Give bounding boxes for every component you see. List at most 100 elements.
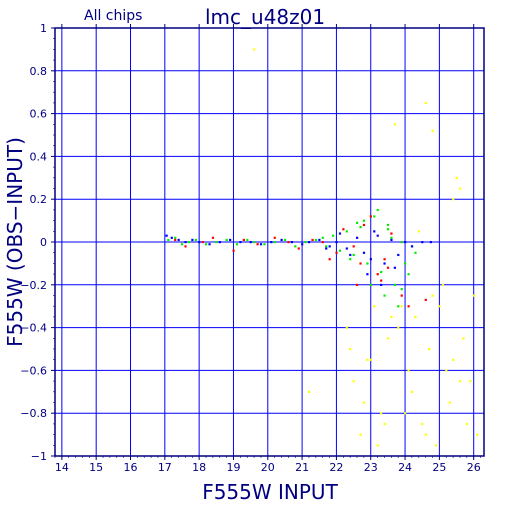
data-point — [359, 433, 362, 436]
x-tick-label: 26 — [467, 461, 481, 474]
data-point — [325, 247, 328, 250]
data-point — [369, 358, 372, 361]
data-point — [362, 251, 366, 254]
x-tick-label: 25 — [432, 461, 446, 474]
y-tick-label: 0.2 — [30, 193, 48, 206]
x-tick-label: 14 — [55, 461, 69, 474]
y-tick-label: −0.8 — [20, 407, 47, 420]
x-tick-label: 22 — [329, 461, 343, 474]
data-point — [311, 238, 314, 242]
data-point — [445, 369, 448, 372]
data-point — [469, 380, 472, 383]
x-axis-label: F555W INPUT — [202, 480, 338, 504]
data-point — [331, 234, 335, 237]
data-point — [380, 283, 383, 286]
data-point — [349, 258, 352, 261]
data-point — [301, 243, 304, 246]
data-point — [225, 238, 228, 242]
data-point — [338, 249, 342, 252]
data-point — [352, 380, 355, 383]
data-point — [318, 238, 321, 242]
data-point — [283, 238, 287, 242]
data-point — [349, 348, 352, 351]
data-point — [438, 305, 441, 308]
data-point — [366, 358, 369, 361]
data-point — [321, 241, 324, 244]
data-point — [369, 283, 372, 286]
chart-title: lmc_u48z01 — [205, 5, 325, 29]
data-point — [434, 444, 438, 447]
data-point — [352, 253, 355, 257]
data-point — [345, 247, 348, 250]
data-point — [263, 243, 266, 246]
data-point — [187, 241, 191, 244]
data-point — [386, 223, 390, 227]
data-point — [376, 234, 379, 237]
data-point — [246, 238, 249, 242]
data-point — [328, 245, 331, 248]
data-point — [362, 223, 366, 227]
grid-lines — [55, 27, 484, 457]
data-point — [349, 253, 352, 257]
data-point — [304, 241, 307, 244]
data-point — [201, 241, 204, 244]
data-point — [393, 283, 396, 286]
data-point — [259, 243, 263, 246]
data-point — [366, 262, 369, 265]
data-point — [307, 241, 311, 244]
data-point — [362, 219, 366, 222]
chart-subtitle: All chips — [84, 8, 142, 24]
data-point — [376, 444, 379, 447]
data-point — [397, 326, 400, 329]
data-point — [429, 241, 433, 244]
data-point — [290, 241, 294, 244]
x-tick-label: 18 — [192, 461, 206, 474]
data-point — [198, 241, 201, 244]
data-point — [458, 187, 462, 190]
data-point — [390, 236, 393, 239]
data-point — [431, 294, 434, 297]
data-point — [414, 251, 417, 254]
data-point — [314, 238, 318, 242]
data-point — [424, 433, 427, 436]
data-point — [400, 305, 403, 308]
data-point — [184, 241, 187, 244]
y-tick-label: 0.6 — [30, 108, 48, 121]
data-point — [335, 241, 338, 244]
data-point — [321, 236, 324, 239]
data-point — [369, 258, 372, 261]
data-point — [462, 337, 465, 340]
x-tick-label: 23 — [364, 461, 378, 474]
data-point — [424, 101, 427, 105]
data-point — [380, 270, 383, 274]
data-point — [407, 273, 410, 276]
data-point — [400, 241, 403, 244]
data-point — [239, 241, 242, 244]
tick-marks — [51, 24, 481, 460]
data-point — [383, 422, 386, 426]
data-point — [441, 283, 445, 286]
data-point — [410, 390, 414, 393]
data-point — [356, 236, 359, 239]
y-tick-labels: 1 0.8 0.6 0.4 0.2 0 −0.2 −0.4 −0.6 −0.8 −1 — [20, 22, 47, 463]
data-point — [356, 283, 359, 286]
data-point — [400, 288, 403, 291]
data-point — [390, 238, 393, 242]
data-point — [458, 380, 462, 383]
data-point — [472, 294, 475, 297]
data-point — [421, 241, 424, 244]
data-point — [428, 348, 431, 351]
data-point — [174, 236, 177, 239]
data-point — [383, 294, 386, 297]
data-point — [448, 401, 451, 404]
data-point — [335, 251, 338, 254]
data-point — [294, 245, 297, 248]
data-point — [359, 226, 362, 229]
data-point — [184, 245, 187, 248]
data-point — [328, 258, 331, 261]
data-point — [397, 305, 400, 308]
data-point — [383, 258, 386, 261]
data-point — [383, 262, 386, 265]
data-point — [410, 245, 414, 248]
